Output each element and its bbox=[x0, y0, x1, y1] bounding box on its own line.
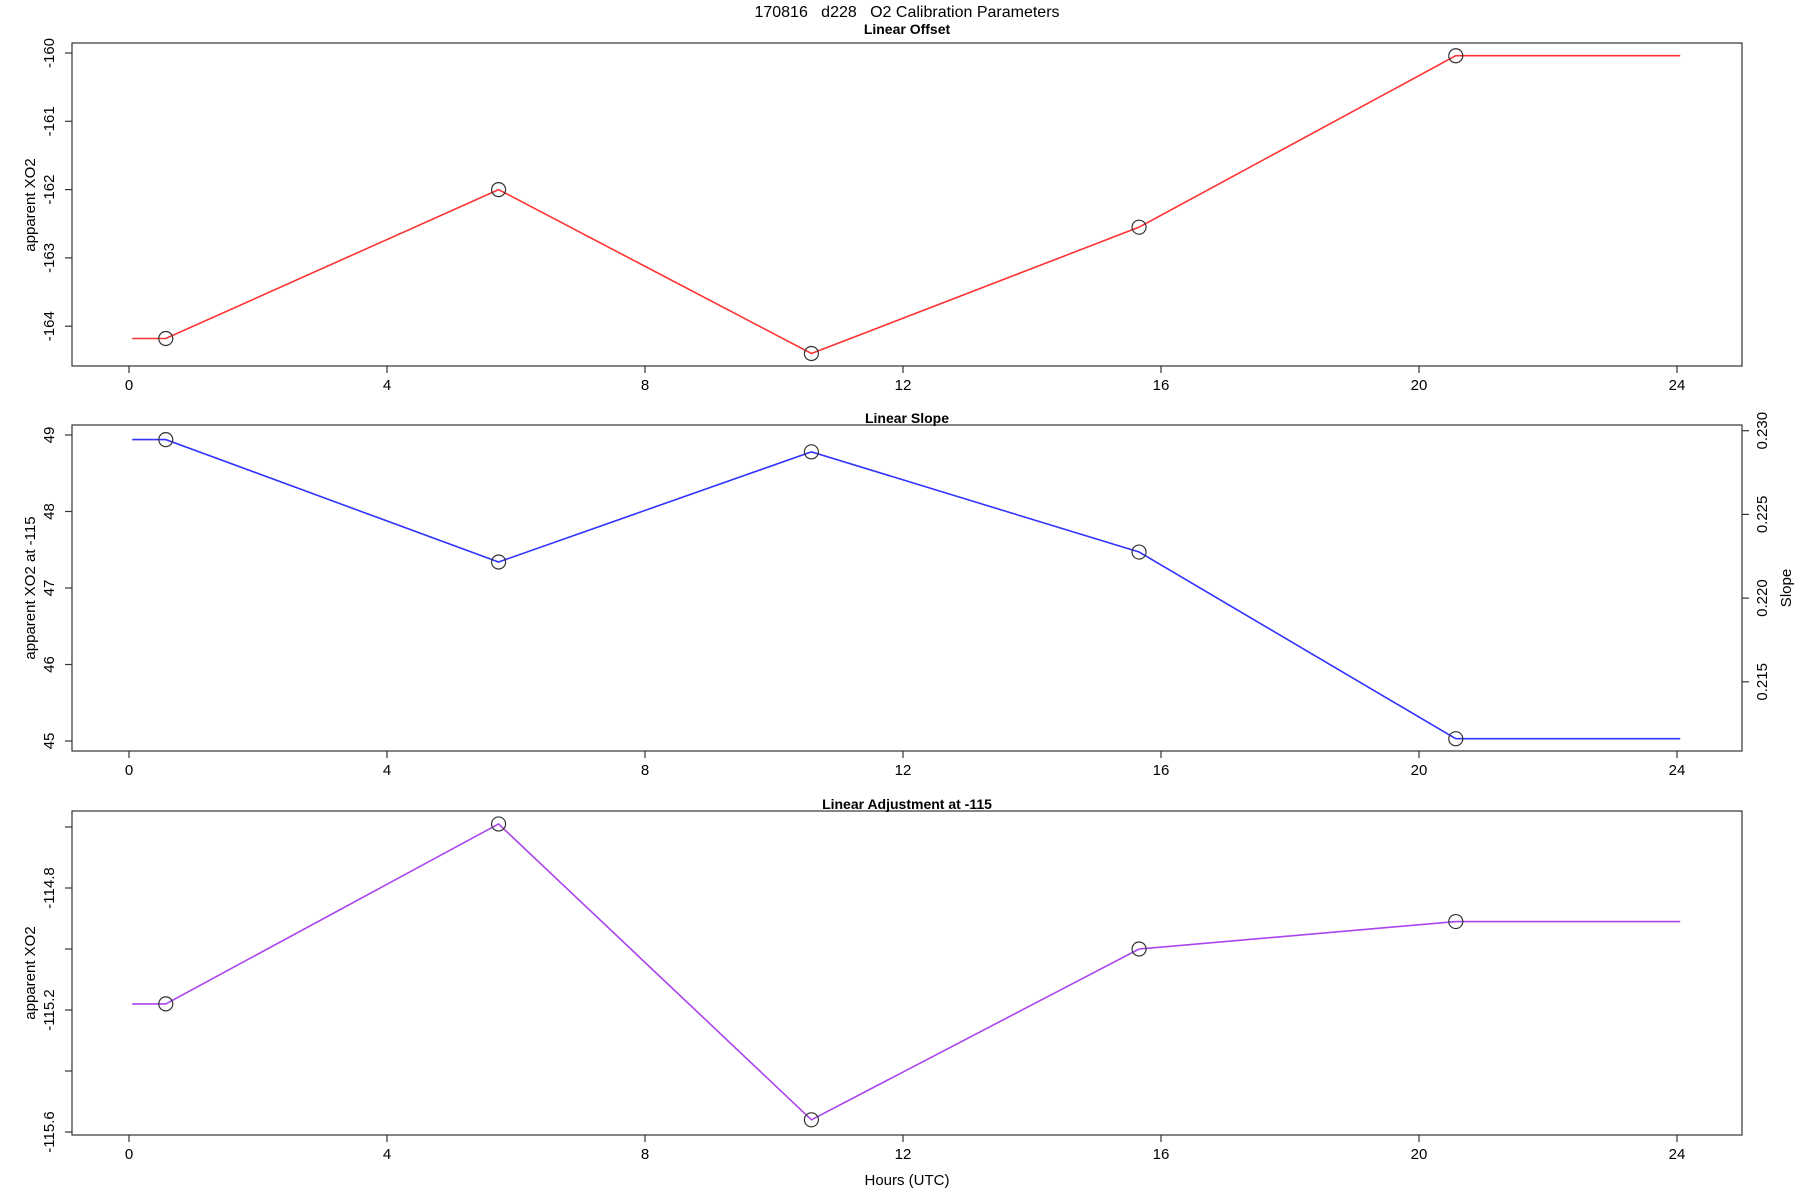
x-tick-label: 8 bbox=[641, 762, 649, 779]
y-tick-label: -115.2 bbox=[41, 989, 58, 1030]
y-tick-label: 49 bbox=[41, 427, 58, 444]
data-point-marker bbox=[490, 816, 507, 832]
y-tick-label: -160 bbox=[41, 38, 58, 68]
data-point-marker bbox=[1448, 913, 1464, 930]
panel-border bbox=[71, 42, 1743, 367]
right-y-tick-label: 0.220 bbox=[1754, 579, 1771, 617]
data-point-marker bbox=[158, 330, 174, 347]
x-tick-label: 4 bbox=[383, 377, 391, 394]
y-tick-label: -114.8 bbox=[41, 867, 58, 908]
x-tick-label: 4 bbox=[383, 762, 391, 779]
panel-border bbox=[71, 810, 1743, 1136]
x-axis-label: Hours (UTC) bbox=[864, 1172, 950, 1189]
panel1-title: Linear Offset bbox=[863, 21, 951, 37]
x-tick-label: 16 bbox=[1153, 762, 1170, 779]
panel3-y-axis-label: apparent XO2 bbox=[22, 926, 39, 1019]
panel1-y-axis-label: apparent XO2 bbox=[22, 158, 39, 251]
y-tick-label: -115.6 bbox=[41, 1111, 58, 1152]
y-tick-label: -163 bbox=[41, 243, 58, 273]
data-point-marker bbox=[1131, 544, 1147, 560]
figure-title: 170816 d228 O2 Calibration Parameters bbox=[754, 4, 1060, 21]
data-point-marker bbox=[803, 444, 820, 460]
series-line bbox=[132, 54, 1681, 355]
x-tick-label: 4 bbox=[383, 1146, 391, 1163]
data-point-marker bbox=[158, 996, 174, 1012]
data-point-marker bbox=[1448, 731, 1464, 747]
data-point-marker bbox=[803, 345, 820, 362]
data-point-marker bbox=[1131, 941, 1147, 957]
y-tick-label: 48 bbox=[41, 503, 58, 520]
panel-border bbox=[71, 424, 1743, 752]
y-tick-label: 45 bbox=[41, 733, 58, 750]
series-line bbox=[132, 438, 1681, 740]
x-tick-label: 8 bbox=[641, 1146, 649, 1163]
x-tick-label: 0 bbox=[125, 762, 133, 779]
panel2-y-axis-label: apparent XO2 at -115 bbox=[22, 516, 39, 659]
x-tick-label: 24 bbox=[1669, 1146, 1686, 1163]
x-tick-label: 16 bbox=[1153, 377, 1170, 394]
right-y-tick-label: 0.225 bbox=[1754, 496, 1771, 534]
panel2-title: Linear Slope bbox=[864, 410, 950, 426]
data-point-marker bbox=[490, 554, 507, 570]
data-point-marker bbox=[490, 182, 507, 198]
x-tick-label: 20 bbox=[1411, 377, 1428, 394]
y-tick-label: -164 bbox=[41, 311, 58, 341]
x-tick-label: 20 bbox=[1411, 1146, 1428, 1163]
x-tick-label: 24 bbox=[1669, 762, 1686, 779]
x-tick-label: 0 bbox=[125, 1146, 133, 1163]
right-y-tick-label: 0.215 bbox=[1754, 663, 1771, 701]
data-point-marker bbox=[158, 431, 174, 448]
panel3-title: Linear Adjustment at -115 bbox=[822, 796, 992, 812]
y-tick-label: 47 bbox=[41, 580, 58, 597]
x-tick-label: 12 bbox=[895, 762, 912, 779]
x-tick-label: 16 bbox=[1153, 1146, 1170, 1163]
data-point-marker bbox=[1131, 219, 1147, 235]
y-tick-label: -161 bbox=[41, 106, 58, 136]
x-tick-label: 0 bbox=[125, 377, 133, 394]
panel2-right-axis-label: Slope bbox=[1778, 569, 1795, 607]
x-tick-label: 12 bbox=[895, 377, 912, 394]
data-point-marker bbox=[1448, 48, 1464, 64]
data-point-marker bbox=[803, 1112, 820, 1128]
y-tick-label: 46 bbox=[41, 656, 58, 673]
x-tick-label: 12 bbox=[895, 1146, 912, 1163]
x-tick-label: 20 bbox=[1411, 762, 1428, 779]
series-line bbox=[132, 822, 1681, 1121]
right-y-tick-label: 0.230 bbox=[1754, 412, 1771, 450]
x-tick-label: 24 bbox=[1669, 377, 1686, 394]
x-tick-label: 8 bbox=[641, 377, 649, 394]
y-tick-label: -162 bbox=[41, 175, 58, 205]
